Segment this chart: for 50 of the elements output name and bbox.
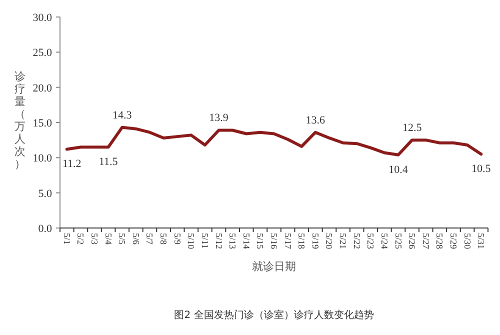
data-label: 13.6 bbox=[306, 114, 326, 126]
data-label: 14.3 bbox=[112, 109, 132, 122]
x-tick-label: 5/17 bbox=[282, 233, 293, 250]
x-tick-label: 5/6 bbox=[130, 233, 141, 245]
x-tick-label: 5/3 bbox=[90, 233, 100, 245]
x-tick-label: 5/13 bbox=[228, 233, 238, 250]
x-tick-label: 5/28 bbox=[434, 233, 445, 250]
data-label: 10.4 bbox=[388, 164, 408, 176]
x-tick-label: 5/24 bbox=[379, 233, 390, 250]
x-tick-label: 5/11 bbox=[200, 233, 210, 249]
x-tick-label: 5/8 bbox=[158, 233, 169, 245]
y-tick-label: 25.0 bbox=[32, 47, 52, 60]
y-tick-label: 15.0 bbox=[32, 118, 52, 130]
x-tick-label: 5/20 bbox=[324, 233, 334, 250]
x-tick-label: 5/23 bbox=[366, 233, 376, 250]
data-label: 11.5 bbox=[98, 156, 118, 168]
y-tick-label: 10.0 bbox=[32, 152, 52, 165]
line-series bbox=[65, 126, 483, 156]
x-tick-label: 5/14 bbox=[241, 233, 252, 250]
y-tick-label: 5.0 bbox=[38, 188, 52, 200]
x-tick-label: 5/5 bbox=[117, 233, 128, 245]
x-tick-label: 5/22 bbox=[352, 233, 362, 250]
x-tick-label: 5/4 bbox=[103, 233, 114, 245]
x-axis-title: 就诊日期 bbox=[252, 260, 296, 273]
x-tick-label: 5/7 bbox=[144, 233, 155, 245]
x-tick-label: 5/25 bbox=[393, 233, 404, 250]
y-tick-label: 0.0 bbox=[38, 223, 52, 235]
x-tick-label: 5/19 bbox=[310, 233, 320, 250]
x-tick-label: 5/30 bbox=[462, 233, 472, 250]
x-tick-label: 5/1 bbox=[62, 233, 72, 245]
x-tick-label: 5/26 bbox=[407, 233, 418, 250]
x-tick-label: 5/9 bbox=[172, 233, 182, 245]
x-tick-label: 5/31 bbox=[476, 233, 486, 250]
caption: 图2 全国发热门诊（诊室）诊疗人数变化趋势 bbox=[174, 309, 374, 321]
y-tick-label: 30.0 bbox=[32, 12, 52, 24]
data-label: 13.9 bbox=[209, 112, 229, 124]
data-label: 11.2 bbox=[62, 158, 82, 170]
y-axis-title: 诊疗量（万人次） bbox=[14, 70, 26, 170]
x-tick-label: 5/12 bbox=[214, 233, 224, 250]
x-tick-label: 5/21 bbox=[338, 233, 348, 250]
data-label: 10.5 bbox=[471, 163, 492, 176]
x-tick-label: 5/18 bbox=[296, 233, 307, 250]
x-tick-label: 5/16 bbox=[269, 233, 279, 250]
x-tick-label: 5/2 bbox=[76, 233, 86, 245]
x-tick-label: 5/10 bbox=[186, 233, 196, 250]
x-tick-label: 5/27 bbox=[420, 233, 431, 250]
data-label: 12.5 bbox=[402, 122, 422, 134]
y-tick-label: 20.0 bbox=[32, 82, 52, 94]
x-tick-label: 5/29 bbox=[448, 233, 458, 250]
x-tick-label: 5/15 bbox=[255, 233, 266, 250]
